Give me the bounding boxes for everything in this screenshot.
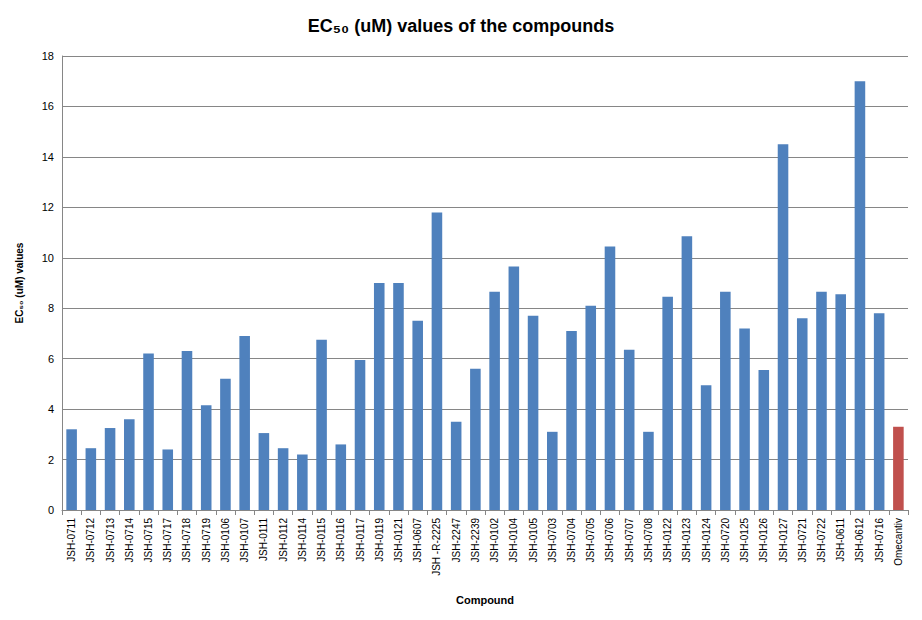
svg-text:JSH-0607: JSH-0607 bbox=[412, 518, 423, 563]
svg-text:JSH-0722: JSH-0722 bbox=[816, 518, 827, 563]
svg-text:JSH-0704: JSH-0704 bbox=[566, 518, 577, 563]
svg-text:JSH-0121: JSH-0121 bbox=[393, 518, 404, 563]
svg-text:10: 10 bbox=[42, 252, 54, 264]
svg-text:JSH-0107: JSH-0107 bbox=[239, 518, 250, 563]
svg-text:JSH-0716: JSH-0716 bbox=[874, 518, 885, 563]
svg-text:JSH-0125: JSH-0125 bbox=[739, 518, 750, 563]
svg-text:6: 6 bbox=[48, 353, 54, 365]
svg-text:JSH-0703: JSH-0703 bbox=[547, 518, 558, 563]
svg-text:JSH-0721: JSH-0721 bbox=[797, 518, 808, 563]
svg-text:JSH-0705: JSH-0705 bbox=[585, 518, 596, 563]
svg-text:JSH-0126: JSH-0126 bbox=[758, 518, 769, 563]
svg-text:4: 4 bbox=[48, 403, 54, 415]
svg-text:JSH-0713: JSH-0713 bbox=[105, 518, 116, 563]
svg-text:JSH-2239: JSH-2239 bbox=[470, 518, 481, 563]
svg-text:EC₅₀ (uM) values: EC₅₀ (uM) values bbox=[14, 242, 25, 323]
svg-text:JSH-0117: JSH-0117 bbox=[355, 518, 366, 562]
svg-text:JSH-0612: JSH-0612 bbox=[854, 518, 865, 563]
svg-text:JSH-0105: JSH-0105 bbox=[528, 518, 539, 563]
svg-text:0: 0 bbox=[48, 504, 54, 516]
svg-text:JSH-0114: JSH-0114 bbox=[297, 518, 308, 562]
svg-text:JSH-0714: JSH-0714 bbox=[124, 518, 135, 563]
svg-text:JSH-0718: JSH-0718 bbox=[181, 518, 192, 563]
svg-text:Omecantiv: Omecantiv bbox=[893, 518, 904, 566]
svg-text:JSH -R-2225: JSH -R-2225 bbox=[431, 518, 442, 576]
svg-text:JSH-0707: JSH-0707 bbox=[624, 518, 635, 563]
svg-text:2: 2 bbox=[48, 454, 54, 466]
svg-text:16: 16 bbox=[42, 100, 54, 112]
svg-text:8: 8 bbox=[48, 302, 54, 314]
svg-text:JSH-0124: JSH-0124 bbox=[701, 518, 712, 563]
svg-text:JSH-0104: JSH-0104 bbox=[508, 518, 519, 563]
svg-text:JSH-0717: JSH-0717 bbox=[162, 518, 173, 563]
svg-text:JSH-0706: JSH-0706 bbox=[604, 518, 615, 563]
svg-text:JSH-0112: JSH-0112 bbox=[278, 518, 289, 562]
svg-text:JSH-0708: JSH-0708 bbox=[643, 518, 654, 563]
svg-text:JSH-0127: JSH-0127 bbox=[778, 518, 789, 563]
svg-text:JSH-0123: JSH-0123 bbox=[681, 518, 692, 563]
svg-text:JSH-0715: JSH-0715 bbox=[143, 518, 154, 563]
svg-text:JSH-0711: JSH-0711 bbox=[66, 518, 77, 562]
svg-text:EC₅₀ (uM) values of the compou: EC₅₀ (uM) values of the compounds bbox=[308, 16, 614, 36]
svg-text:JSH-0111: JSH-0111 bbox=[258, 518, 269, 561]
svg-text:JSH-0102: JSH-0102 bbox=[489, 518, 500, 563]
svg-text:JSH-2247: JSH-2247 bbox=[451, 518, 462, 563]
svg-text:JSH-0720: JSH-0720 bbox=[720, 518, 731, 563]
svg-text:JSH-0719: JSH-0719 bbox=[201, 518, 212, 563]
svg-text:JSH-0119: JSH-0119 bbox=[374, 518, 385, 562]
svg-text:JSH-0116: JSH-0116 bbox=[335, 518, 346, 562]
svg-text:Compound: Compound bbox=[456, 594, 514, 606]
svg-text:18: 18 bbox=[42, 50, 54, 62]
svg-text:JSH-0122: JSH-0122 bbox=[662, 518, 673, 563]
svg-text:14: 14 bbox=[42, 151, 54, 163]
svg-text:JSH-0712: JSH-0712 bbox=[85, 518, 96, 563]
svg-text:JSH-0106: JSH-0106 bbox=[220, 518, 231, 563]
svg-text:JSH-0115: JSH-0115 bbox=[316, 518, 327, 562]
svg-text:JSH-0611: JSH-0611 bbox=[835, 518, 846, 562]
svg-text:12: 12 bbox=[42, 201, 54, 213]
